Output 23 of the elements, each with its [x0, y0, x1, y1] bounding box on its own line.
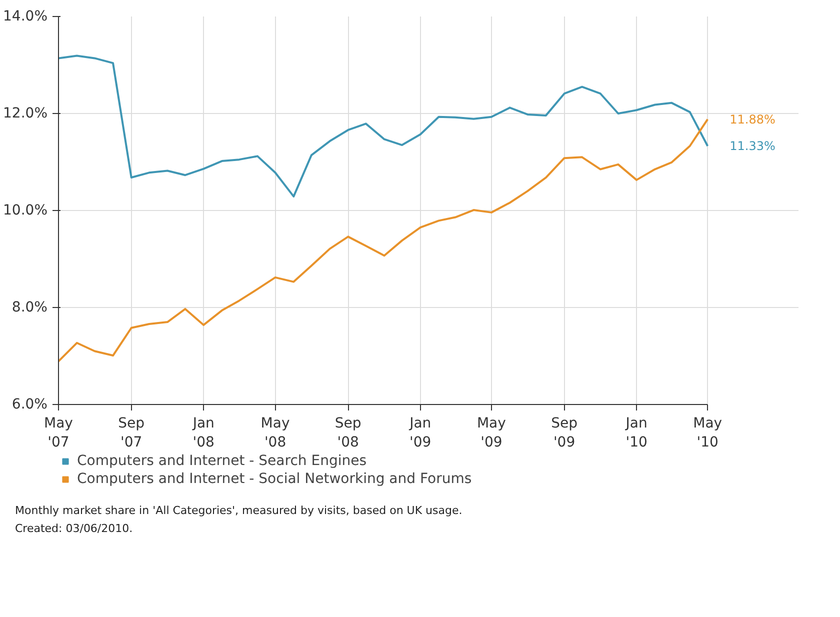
y-tick-label: 6.0% — [12, 396, 48, 412]
text: Created: 03/06/2010. — [15, 522, 133, 535]
y-tick-label: 10.0% — [3, 202, 48, 218]
x-tick-label: Jan '09 — [408, 416, 432, 451]
x-tick-label: Sep '09 — [551, 416, 578, 451]
legend-label: Computers and Internet - Social Networking and Forums — [77, 471, 472, 487]
x-tick-label: May '10 — [693, 416, 722, 451]
y-tick-label: 8.0% — [12, 300, 48, 316]
text: Monthly market share in 'All Categories', measured by visits, based on UK usage. — [15, 504, 462, 517]
x-tick-label: Jan '10 — [624, 416, 648, 451]
x-tick-label: Sep '07 — [118, 416, 145, 451]
x-tick-label: May '09 — [476, 416, 506, 451]
x-tick-label: Sep '08 — [334, 416, 362, 451]
y-tick-label: 12.0% — [3, 106, 48, 122]
x-tick-label: Jan '08 — [192, 416, 214, 451]
line-series — [58, 118, 709, 362]
annotation: 11.88% — [730, 112, 776, 126]
x-tick-label: May '08 — [260, 416, 290, 451]
x-tick-label: May '07 — [44, 416, 73, 451]
annotation: 11.33% — [730, 138, 776, 153]
y-tick-label: 14.0% — [3, 8, 48, 24]
legend-label: Computers and Internet - Search Engines — [77, 453, 366, 469]
line-series — [58, 54, 709, 198]
